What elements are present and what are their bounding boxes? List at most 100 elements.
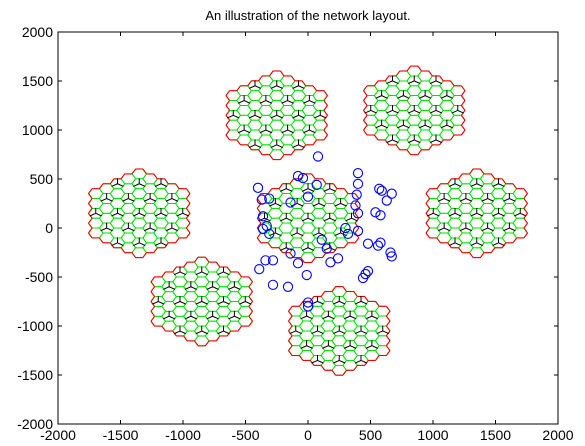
sector-antenna	[154, 183, 162, 187]
sector-site	[408, 105, 421, 114]
cluster-boundaries	[88, 65, 528, 376]
cluster-boundary-edge	[312, 85, 318, 92]
sector-site	[459, 193, 473, 202]
sector-antenna	[414, 139, 421, 144]
sector-antenna	[481, 198, 488, 202]
user-marker	[332, 253, 344, 264]
user-marker	[370, 207, 381, 218]
cluster-boundary-edge	[256, 198, 262, 204]
y-tick-label: -1000	[17, 318, 53, 334]
cluster-boundary-edge	[142, 252, 147, 258]
sector-antenna	[143, 227, 151, 232]
user-marker	[260, 255, 271, 266]
sector-antenna	[133, 212, 140, 217]
sector-antenna	[311, 359, 318, 364]
cluster-boundary-edge	[425, 227, 431, 234]
sector-antenna	[454, 212, 462, 217]
cluster-boundary-edge	[385, 315, 391, 322]
cluster-boundary-edge	[248, 315, 253, 322]
sector-site	[173, 266, 187, 276]
sector-antenna	[139, 242, 146, 246]
cluster-boundary-edge	[185, 227, 191, 234]
user-marker	[282, 281, 294, 292]
cluster-boundary-edge	[288, 315, 293, 322]
x-tick-label: 500	[359, 427, 383, 443]
sector-antenna	[217, 330, 224, 335]
cluster-boundary-edge	[278, 183, 284, 189]
sector-antenna	[245, 301, 252, 305]
cluster-boundary-edge	[331, 286, 337, 292]
user-marker	[257, 223, 269, 235]
sector-antenna	[217, 271, 224, 276]
sector-antenna	[503, 227, 510, 232]
sector-site	[354, 355, 368, 364]
user-marker	[352, 225, 364, 237]
sector-antenna	[307, 188, 315, 192]
cluster-boundary-edge	[215, 335, 221, 342]
sector-antenna	[446, 95, 454, 99]
user-marker	[302, 301, 314, 312]
sector-antenna	[329, 217, 336, 222]
cluster-boundary-edge	[98, 183, 104, 190]
sector-antenna	[281, 100, 288, 104]
sector-antenna	[329, 188, 336, 192]
cluster-boundary-edge	[490, 173, 496, 180]
sector-site	[364, 105, 377, 114]
sector-site	[408, 134, 421, 144]
sector-antenna	[429, 109, 437, 114]
cluster-boundary-edge	[225, 124, 231, 131]
sector-site	[354, 325, 368, 335]
sector-site	[195, 325, 208, 335]
sector-antenna	[365, 345, 373, 349]
cluster-boundary-edge	[88, 188, 93, 194]
sector-antenna	[259, 129, 267, 134]
user-marker	[257, 211, 269, 222]
sector-antenna	[89, 212, 96, 217]
sector-site	[333, 295, 346, 305]
cluster-boundary-edge	[523, 188, 528, 194]
cluster-boundary-edge	[425, 208, 431, 214]
sector-antenna	[509, 227, 516, 232]
sector-antenna	[382, 330, 389, 335]
sector-antenna	[176, 212, 183, 217]
user-marker	[292, 258, 304, 269]
axes-frame	[57, 31, 559, 425]
sector-antenna	[392, 109, 399, 114]
sector-site	[165, 193, 179, 202]
sector-antenna	[317, 359, 324, 364]
cluster-boundary-edge	[185, 198, 191, 204]
cluster-boundary-edge	[331, 369, 337, 376]
sector-antenna	[276, 144, 283, 148]
user-marker	[267, 255, 279, 266]
sector-antenna	[375, 124, 382, 129]
sector-antenna	[492, 183, 499, 187]
sector-antenna	[292, 85, 299, 89]
cluster-boundary-edge	[460, 119, 466, 126]
sector-antenna	[306, 315, 313, 320]
y-tick-label: -1500	[17, 367, 53, 383]
cluster-boundary-edge	[460, 100, 466, 106]
cluster-boundary-edge	[248, 291, 253, 297]
cluster-boundary-edge	[425, 217, 431, 224]
cluster-boundary-edge	[363, 85, 368, 92]
user-marker	[321, 243, 332, 254]
sector-antenna	[470, 212, 477, 217]
sector-site	[365, 340, 379, 349]
sector-site	[292, 139, 305, 148]
user-marker	[372, 240, 384, 251]
sector-antenna	[173, 301, 181, 305]
cluster-boundary-edge	[364, 296, 369, 302]
sector-antenna	[317, 300, 324, 305]
sector-antenna	[414, 80, 421, 85]
sector-antenna	[111, 242, 118, 246]
sector-site	[492, 178, 505, 187]
y-tick-label: 1000	[22, 122, 53, 138]
sector-antenna	[437, 198, 445, 202]
sector-antenna	[228, 315, 235, 320]
sector-site	[470, 207, 483, 217]
sector-antenna	[386, 80, 393, 85]
cluster-boundary-edge	[288, 350, 293, 356]
cluster-boundary-edge	[258, 75, 263, 82]
cluster-boundary-edge	[288, 325, 293, 332]
sector-antenna	[340, 202, 347, 207]
